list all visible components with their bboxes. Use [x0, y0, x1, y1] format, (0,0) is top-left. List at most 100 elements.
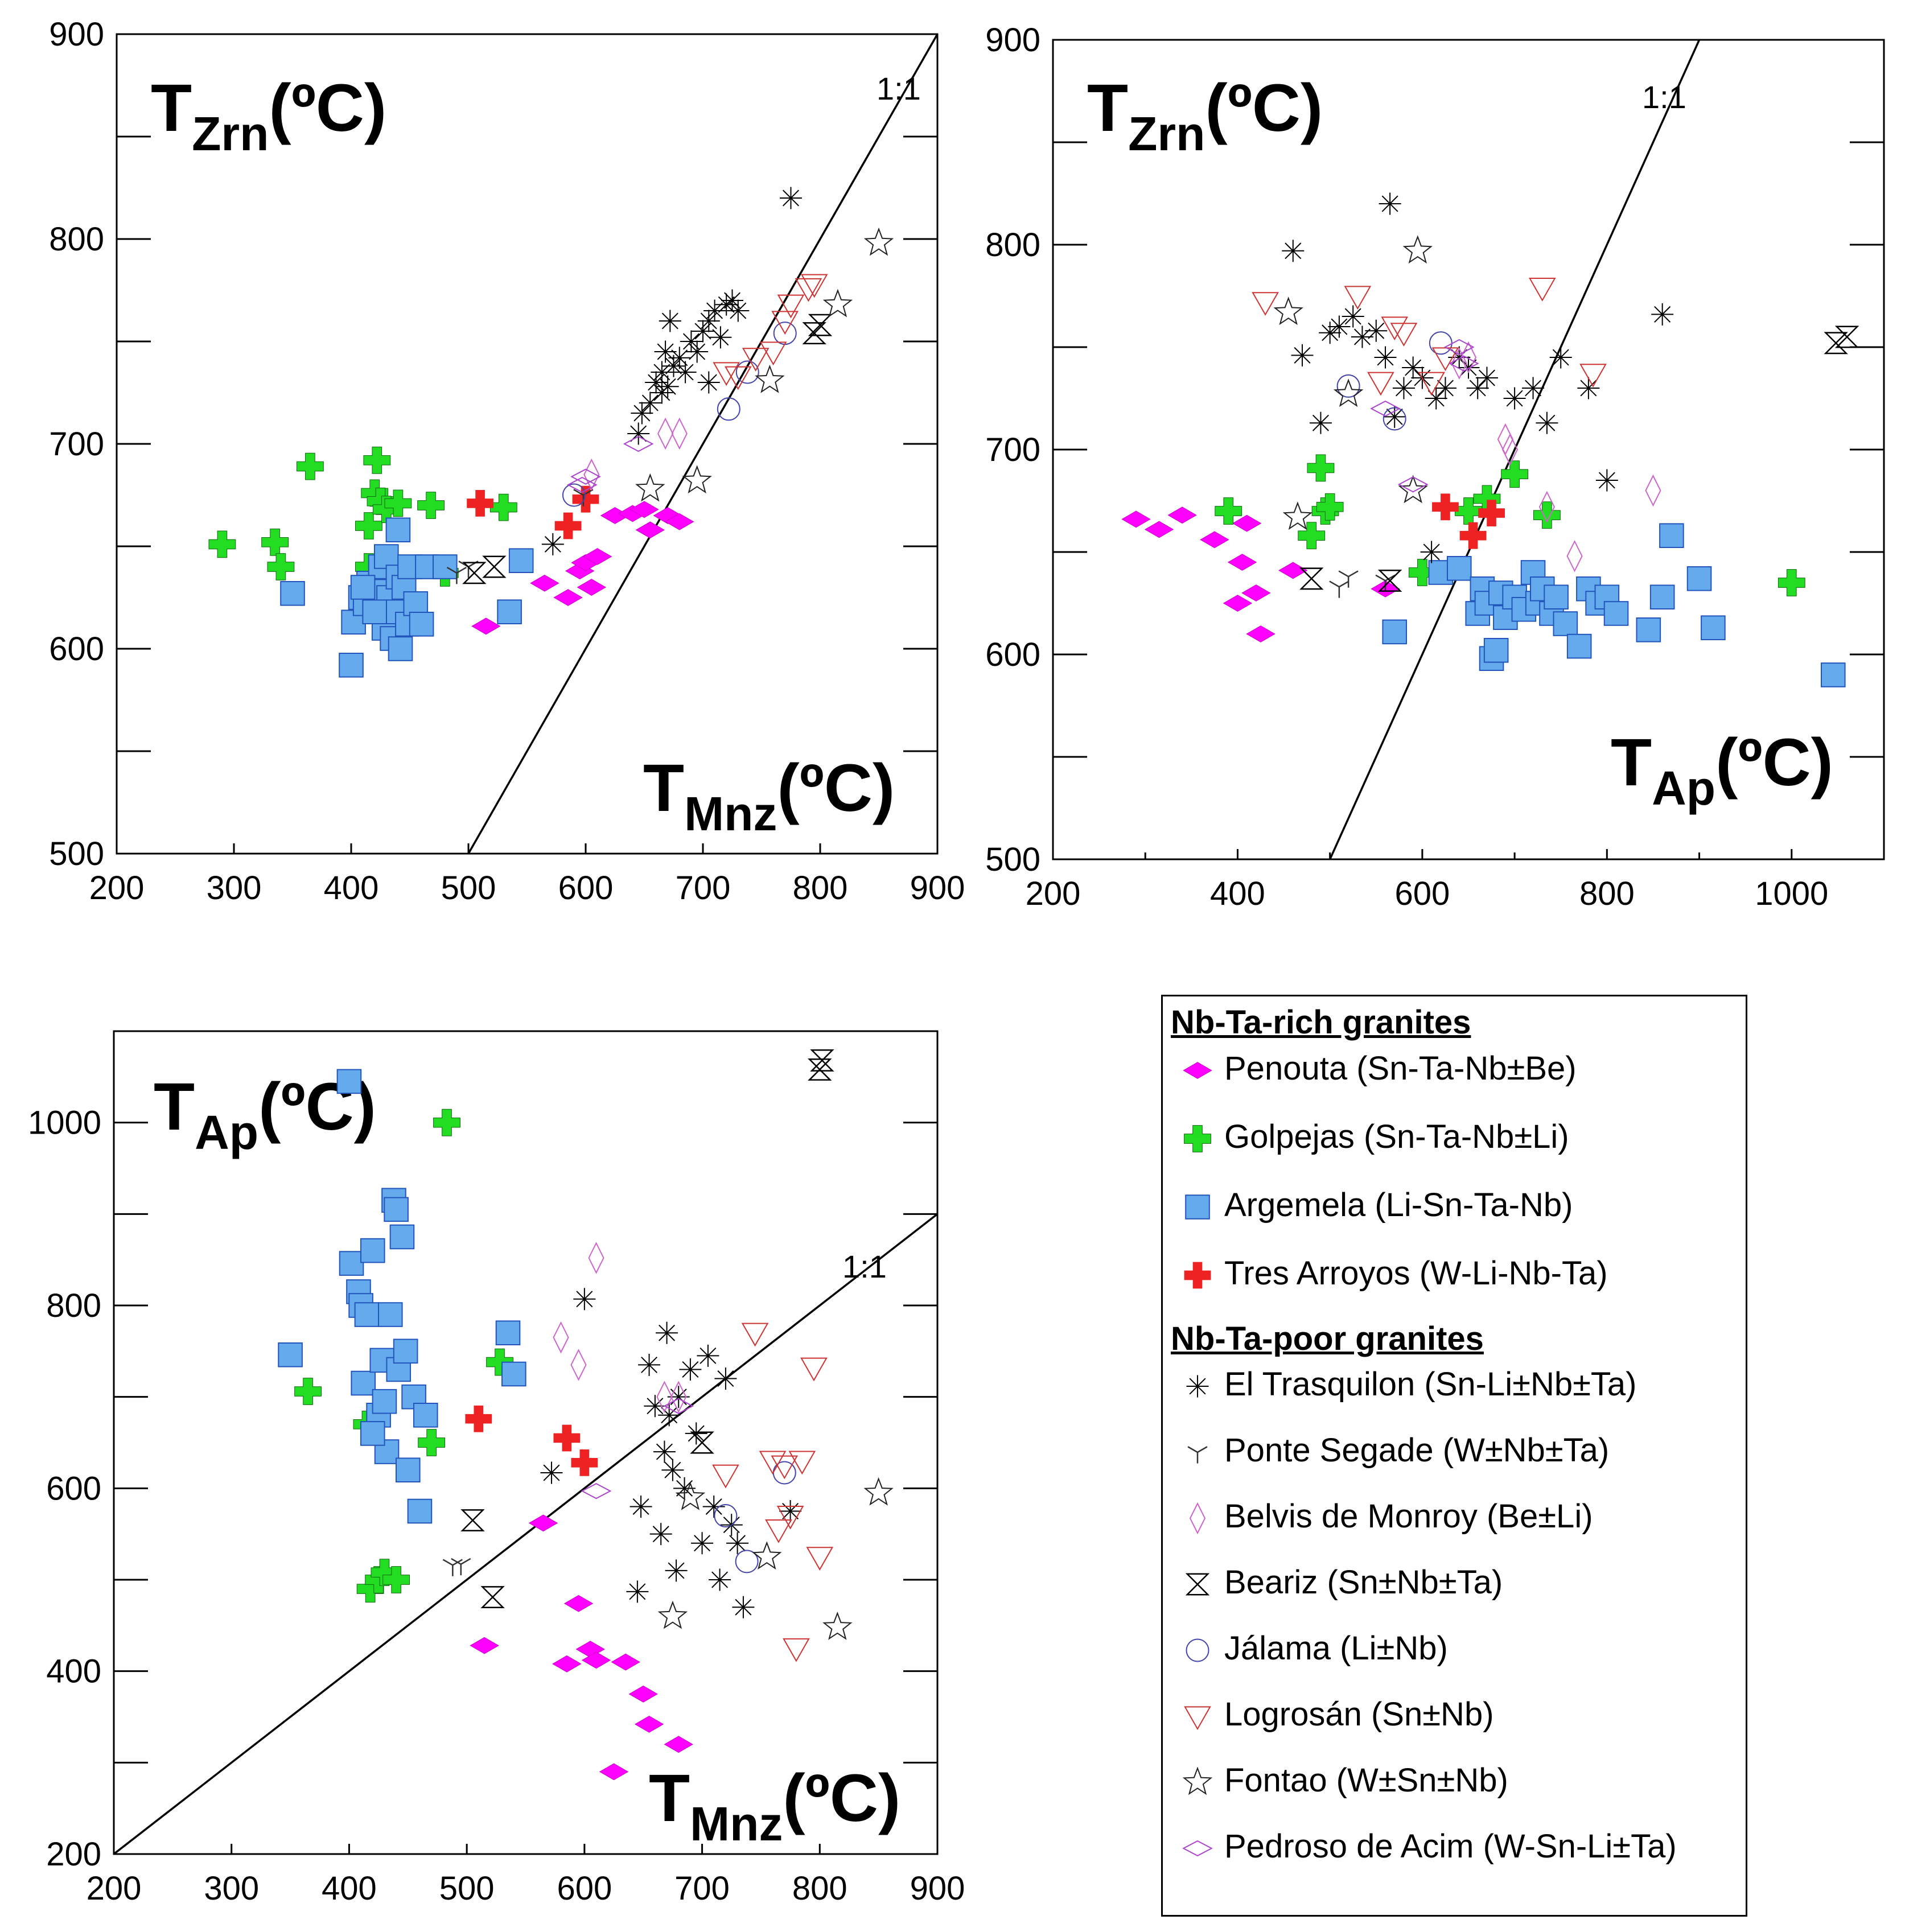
point-el-trasquilon	[659, 310, 681, 332]
point-logrosan	[776, 1505, 804, 1530]
point-el-trasquilon	[629, 1495, 652, 1518]
point-beariz	[462, 562, 487, 584]
point-argemela	[360, 1238, 385, 1263]
legend-symbol	[1185, 1573, 1210, 1596]
point-fontao	[822, 1611, 853, 1640]
series-pedroso-de-acim	[1370, 339, 1479, 493]
point-penouta	[552, 1655, 582, 1673]
point-fontao	[635, 473, 665, 502]
legend-heading-rich: Nb-Ta-rich granites	[1171, 1004, 1471, 1041]
legend-item-ponte-segade: Ponte Segade (W±Nb±Ta)	[1163, 1427, 1743, 1478]
point-el-trasquilon	[703, 299, 726, 322]
point-el-trasquilon	[1549, 346, 1572, 369]
legend-label: Jálama (Li±Nb)	[1224, 1630, 1448, 1667]
x-tick-label: 900	[910, 870, 965, 907]
series-penouta	[470, 1514, 693, 1781]
series-beariz	[460, 1049, 834, 1608]
legend-symbol	[1184, 1262, 1211, 1289]
point-el-trasquilon	[1420, 541, 1443, 563]
point-golpejas	[489, 493, 517, 521]
series-pedroso-de-acim	[566, 435, 654, 493]
point-fontao	[863, 1477, 894, 1506]
data-points	[278, 1049, 894, 1781]
point-ponte-segade	[442, 1559, 463, 1576]
legend-item-penouta: Penouta (Sn-Ta-Nb±Be)	[1163, 1045, 1743, 1096]
point-argemela	[350, 575, 376, 600]
point-golpejas	[417, 492, 445, 519]
one-to-one-line	[114, 1213, 937, 1854]
point-el-trasquilon	[654, 340, 677, 363]
point-logrosan	[713, 362, 740, 386]
legend-symbol	[1185, 1194, 1210, 1220]
x-axis: 200 400 600 800 1000	[1026, 849, 1828, 912]
point-tres-arroyos	[467, 490, 493, 517]
point-logrosan	[771, 1455, 799, 1480]
point-argemela	[1659, 523, 1684, 549]
y-axis-title: TZrn(ºC)	[151, 71, 386, 160]
legend-marker-golpejas	[1184, 1125, 1211, 1152]
point-logrosan	[1579, 364, 1607, 388]
series-fontao	[635, 227, 894, 502]
one-to-one-label: 1:1	[1642, 79, 1686, 115]
point-golpejas	[363, 446, 391, 474]
point-penouta	[471, 617, 501, 635]
y-tick-label: 200	[46, 1836, 101, 1873]
point-argemela	[1544, 584, 1569, 610]
point-golpejas	[267, 553, 295, 580]
point-el-trasquilon	[1503, 387, 1526, 410]
point-penouta	[563, 1595, 594, 1612]
point-el-trasquilon	[1466, 377, 1489, 399]
point-pedroso-de-acim	[1397, 476, 1429, 493]
point-logrosan	[795, 278, 822, 302]
point-el-trasquilon	[1577, 377, 1600, 399]
x-axis-title: TAp(ºC)	[1611, 725, 1833, 815]
point-penouta	[530, 574, 559, 592]
point-penouta	[553, 589, 583, 606]
point-ponte-segade	[446, 566, 467, 584]
point-logrosan	[759, 341, 787, 366]
point-jalama	[714, 1504, 738, 1528]
point-logrosan	[1528, 278, 1556, 302]
point-argemela	[1382, 619, 1408, 645]
point-logrosan	[806, 1547, 834, 1571]
point-el-trasquilon	[651, 361, 673, 384]
point-el-trasquilon	[665, 1559, 688, 1582]
y-axis-title: TZrn(ºC)	[1087, 71, 1323, 160]
point-pedroso-de-acim	[1443, 339, 1475, 356]
x-tick-label: 700	[676, 870, 731, 907]
legend-item-logrosan: Logrosán (Sn±Nb)	[1163, 1691, 1743, 1742]
point-golpejas	[297, 452, 324, 480]
series-argemela	[280, 517, 534, 678]
legend-marker-belvis-de-monroy	[1189, 1502, 1206, 1535]
point-el-trasquilon	[644, 1395, 666, 1418]
point-belvis-de-monroy	[553, 1321, 569, 1354]
point-logrosan	[765, 1519, 792, 1543]
point-el-trasquilon	[697, 371, 720, 394]
point-argemela	[336, 1069, 362, 1094]
legend-item-el-trasquilon: El Trasquilon (Sn-Li±Nb±Ta)	[1163, 1361, 1743, 1412]
point-fontao	[1282, 501, 1313, 530]
point-fontao	[1398, 475, 1428, 504]
point-el-trasquilon	[1342, 305, 1364, 328]
point-argemela	[495, 1320, 521, 1345]
legend-label: Golpejas (Sn-Ta-Nb±Li)	[1224, 1118, 1569, 1155]
x-tick-label: 600	[557, 1870, 612, 1907]
x-tick-label: 200	[89, 870, 145, 907]
x-tick-label: 500	[439, 1870, 495, 1907]
series-el-trasquilon	[1282, 192, 1674, 563]
point-el-trasquilon	[779, 1500, 802, 1522]
point-el-trasquilon	[780, 187, 802, 209]
series-logrosan	[1252, 278, 1607, 396]
legend-label: El Trasquilon (Sn-Li±Nb±Ta)	[1224, 1366, 1637, 1403]
point-argemela	[1701, 615, 1726, 641]
point-el-trasquilon	[627, 422, 650, 445]
x-axis-title: TMnz(ºC)	[649, 1761, 900, 1851]
point-logrosan	[800, 274, 828, 298]
point-beariz	[1824, 332, 1848, 355]
point-argemela	[395, 1457, 421, 1482]
one-to-one-label: 1:1	[877, 71, 921, 106]
point-belvis-de-monroy	[1645, 474, 1661, 507]
point-el-trasquilon	[674, 361, 697, 384]
point-el-trasquilon	[541, 533, 564, 555]
point-logrosan	[1431, 347, 1459, 372]
